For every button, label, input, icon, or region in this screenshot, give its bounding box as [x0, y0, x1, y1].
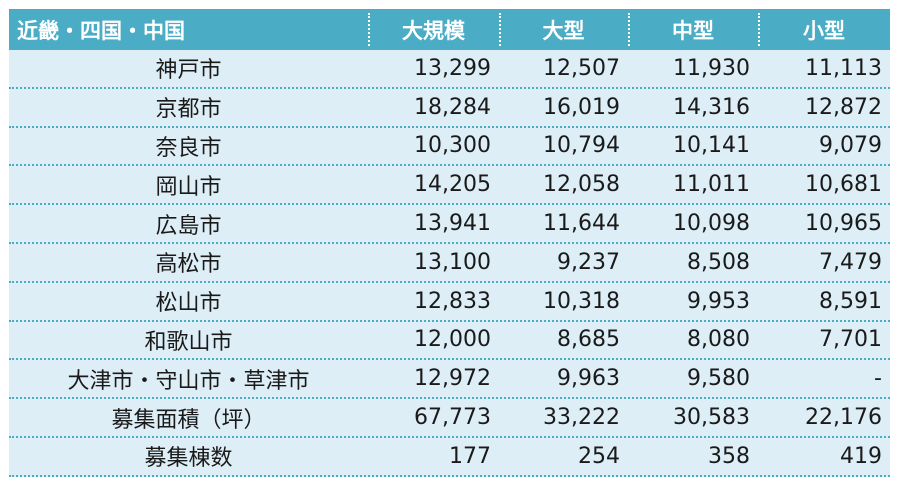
cell-small: 419 — [840, 443, 882, 469]
cell-small: 22,176 — [805, 405, 882, 431]
cell-medium: 11,011 — [673, 172, 750, 198]
row-label: 大津市・守山市・草津市 — [67, 368, 310, 394]
cell-medium: 8,080 — [687, 327, 750, 353]
cell-large: 11,644 — [543, 211, 620, 237]
cell-large-scale: 18,284 — [414, 94, 491, 120]
cell-large-scale: 12,000 — [414, 327, 491, 353]
header-large-scale: 大規模 — [368, 9, 499, 50]
cell-small: - — [874, 366, 882, 392]
header-large: 大型 — [499, 9, 628, 50]
cell-small: 7,701 — [819, 327, 882, 353]
cell-large: 33,222 — [543, 405, 620, 431]
cell-medium: 14,316 — [673, 94, 750, 120]
cell-large-scale: 177 — [449, 443, 491, 469]
cell-large: 254 — [578, 443, 620, 469]
cell-large: 9,237 — [557, 249, 620, 275]
cell-large-scale: 13,299 — [414, 55, 491, 81]
cell-large-scale: 10,300 — [414, 133, 491, 159]
table-row: 京都市 18,284 16,019 14,316 12,872 — [9, 88, 890, 128]
cell-large: 12,507 — [543, 55, 620, 81]
row-label: 神戸市 — [155, 58, 222, 84]
cell-medium: 8,508 — [687, 249, 750, 275]
cell-small: 7,479 — [819, 249, 882, 275]
table-header: 近畿・四国・中国 大規模 大型 中型 小型 — [9, 9, 890, 50]
table-row: 岡山市 14,205 12,058 11,011 10,681 — [9, 166, 890, 206]
cell-large-scale: 13,941 — [414, 211, 491, 237]
row-label: 松山市 — [155, 291, 222, 317]
row-label: 高松市 — [155, 252, 222, 278]
cell-large-scale: 13,100 — [414, 249, 491, 275]
header-medium: 中型 — [628, 9, 758, 50]
row-label: 奈良市 — [155, 135, 222, 161]
cell-medium: 30,583 — [673, 405, 750, 431]
cell-medium: 358 — [708, 443, 750, 469]
table-row: 松山市 12,833 10,318 9,953 8,591 — [9, 282, 890, 322]
cell-medium: 9,580 — [687, 366, 750, 392]
cell-medium: 10,141 — [673, 133, 750, 159]
cell-medium: 11,930 — [673, 55, 750, 81]
data-table: 近畿・四国・中国 大規模 大型 中型 小型 神戸市 13,299 12,507 … — [9, 9, 890, 477]
table-row: 広島市 13,941 11,644 10,098 10,965 — [9, 205, 890, 244]
table-row: 神戸市 13,299 12,507 11,930 11,113 — [9, 50, 890, 89]
cell-large-scale: 12,972 — [414, 366, 491, 392]
row-label: 広島市 — [155, 213, 222, 239]
cell-large: 10,794 — [543, 133, 620, 159]
cell-medium: 9,953 — [687, 288, 750, 314]
cell-medium: 10,098 — [673, 211, 750, 237]
cell-large: 8,685 — [557, 327, 620, 353]
cell-large: 12,058 — [543, 172, 620, 198]
row-label: 岡山市 — [155, 174, 222, 200]
cell-large-scale: 67,773 — [414, 405, 491, 431]
cell-large-scale: 12,833 — [414, 288, 491, 314]
cell-large: 9,963 — [557, 366, 620, 392]
cell-large: 10,318 — [543, 288, 620, 314]
cell-small: 8,591 — [819, 288, 882, 314]
cell-small: 10,681 — [805, 172, 882, 198]
cell-small: 11,113 — [805, 55, 882, 81]
table-row: 大津市・守山市・草津市 12,972 9,963 9,580 - — [9, 360, 890, 400]
cell-small: 12,872 — [805, 94, 882, 120]
row-label: 募集棟数 — [144, 446, 233, 472]
cell-small: 9,079 — [819, 133, 882, 159]
table-row: 和歌山市 12,000 8,685 8,080 7,701 — [9, 321, 890, 361]
table-row: 奈良市 10,300 10,794 10,141 9,079 — [9, 127, 890, 167]
cell-large-scale: 14,205 — [414, 172, 491, 198]
building-count-row: 募集棟数 177 254 358 419 — [9, 437, 890, 477]
row-label: 募集面積（坪） — [111, 407, 266, 433]
cell-small: 10,965 — [805, 211, 882, 237]
cell-large: 16,019 — [543, 94, 620, 120]
row-label: 和歌山市 — [144, 329, 233, 355]
table-row: 高松市 13,100 9,237 8,508 7,479 — [9, 243, 890, 283]
total-area-row: 募集面積（坪） 67,773 33,222 30,583 22,176 — [9, 399, 890, 438]
header-region: 近畿・四国・中国 — [17, 18, 185, 43]
header-small: 小型 — [758, 9, 890, 50]
row-label: 京都市 — [155, 97, 222, 123]
